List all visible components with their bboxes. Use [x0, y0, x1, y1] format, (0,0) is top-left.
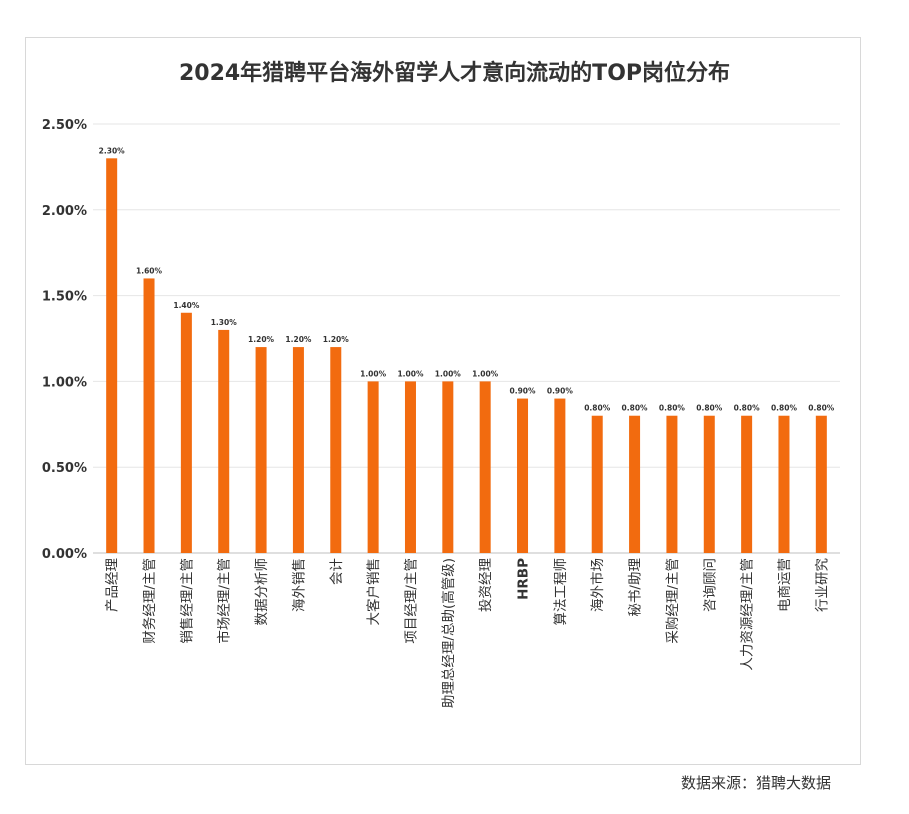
bar	[815, 415, 827, 553]
bar	[741, 415, 753, 553]
x-tick-label: 算法工程师	[553, 558, 569, 626]
data-label: 0.90%	[547, 387, 574, 396]
y-tick-label: 1.50%	[42, 290, 87, 305]
bar	[143, 278, 155, 553]
x-tick-label: 助理总经理/总助(高管级)	[440, 558, 457, 708]
x-tick-label: 市场经理/主管	[216, 558, 233, 644]
x-tick-label: 销售经理/主管	[179, 558, 195, 644]
x-tick-label: 咨询顾问	[702, 558, 718, 612]
bar	[330, 347, 342, 553]
data-label: 2.30%	[99, 146, 126, 155]
bar	[218, 329, 230, 553]
x-tick-label: 项目经理/主管	[403, 558, 419, 644]
data-label: 0.80%	[734, 404, 761, 413]
bar	[629, 415, 641, 553]
y-tick-label: 1.00%	[42, 375, 87, 390]
data-label: 1.20%	[248, 335, 275, 344]
bar	[367, 381, 379, 553]
y-tick-label: 0.50%	[42, 461, 87, 476]
x-tick-label: 海外市场	[589, 558, 606, 612]
x-tick-label: 会计	[329, 558, 345, 585]
data-label: 0.80%	[659, 404, 686, 413]
data-label: 1.00%	[360, 369, 387, 378]
bar	[703, 415, 715, 553]
data-label: 0.80%	[584, 404, 611, 413]
bar	[591, 415, 603, 553]
bar	[255, 347, 267, 553]
bar	[442, 381, 454, 553]
data-label: 1.20%	[323, 335, 350, 344]
data-source: 数据来源：猎聘大数据	[680, 774, 831, 792]
data-label: 1.30%	[211, 318, 238, 327]
x-tick-label: 秘书/助理	[628, 558, 644, 617]
x-tick-label: 人力资源经理/主管	[740, 558, 756, 671]
bar	[106, 158, 118, 553]
chart-title: 2024年猎聘平台海外留学人才意向流动的TOP岗位分布	[178, 61, 731, 86]
data-label: 1.00%	[435, 369, 462, 378]
bar	[404, 381, 416, 553]
x-tick-label: 投资经理	[478, 558, 494, 612]
x-tick-label: HRBP	[516, 558, 532, 600]
data-label: 1.60%	[136, 266, 163, 275]
bar	[292, 347, 304, 553]
bar	[666, 415, 678, 553]
x-tick-label: 大客户销售	[365, 558, 382, 626]
data-label: 0.80%	[696, 404, 723, 413]
bar	[554, 398, 566, 553]
x-tick-label: 数据分析师	[254, 558, 270, 626]
bar	[180, 312, 192, 553]
y-tick-label: 2.50%	[42, 118, 87, 133]
x-tick-label: 电商运营	[777, 558, 793, 612]
data-label: 0.80%	[622, 404, 649, 413]
data-label: 0.80%	[808, 404, 835, 413]
bar	[479, 381, 491, 553]
x-tick-label: 采购经理/主管	[665, 558, 681, 644]
data-label: 1.00%	[472, 369, 499, 378]
y-tick-label: 0.00%	[42, 547, 87, 562]
data-label: 0.80%	[771, 404, 798, 413]
x-tick-label: 行业研究	[814, 558, 830, 612]
data-label: 1.00%	[397, 369, 424, 378]
data-label: 1.40%	[173, 301, 200, 310]
x-tick-label: 海外销售	[291, 558, 307, 612]
data-label: 0.90%	[510, 387, 537, 396]
x-tick-label: 产品经理	[105, 558, 121, 612]
x-tick-label: 财务经理/主管	[142, 558, 158, 644]
data-label: 1.20%	[285, 335, 312, 344]
y-tick-label: 2.00%	[42, 204, 87, 219]
bar	[778, 415, 790, 553]
bar	[517, 398, 529, 553]
